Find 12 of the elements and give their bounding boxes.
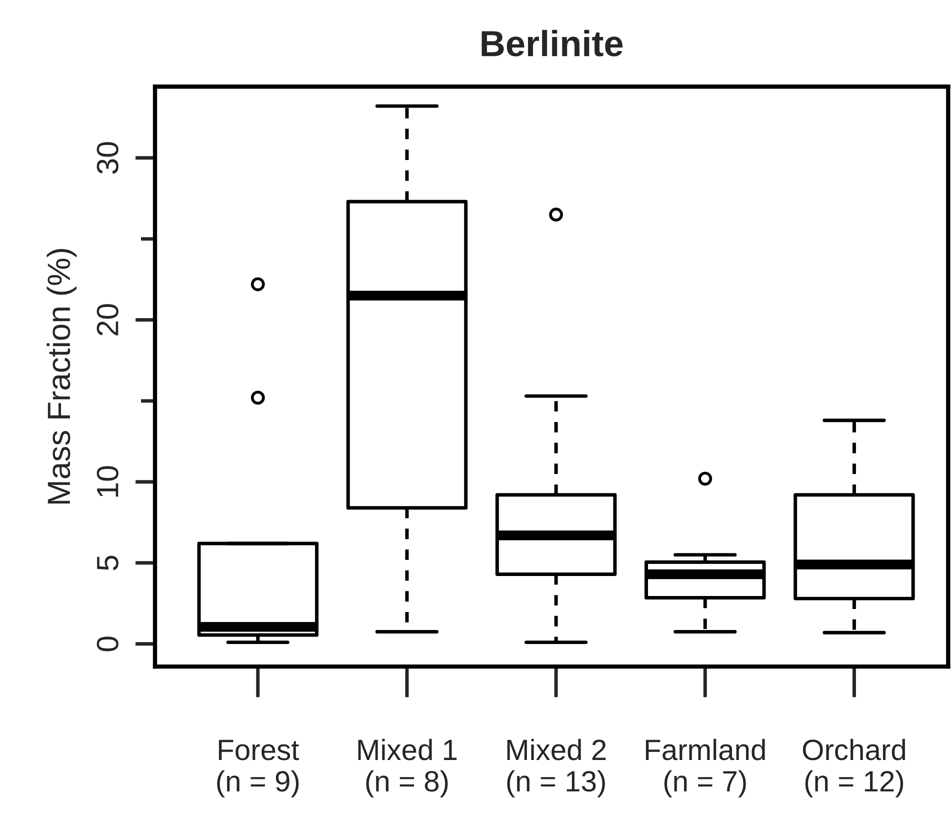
x-tick-label: Mixed 2 (n = 13) (507, 738, 606, 798)
chart-title: Berlinite (482, 30, 623, 56)
x-tick-label: Forest (n = 9) (217, 740, 299, 798)
y-tick-label: 20 (96, 304, 118, 336)
x-tick-label: Orchard (n = 12) (802, 738, 906, 798)
y-tick-label: 5 (97, 556, 118, 570)
y-tick-label: 30 (96, 142, 118, 174)
y-axis-title: Mass Fraction (%) (46, 249, 77, 504)
y-tick-label: 0 (96, 636, 118, 652)
x-tick-label: Mixed 1 (n = 8) (358, 738, 457, 798)
y-tick-label: 10 (96, 466, 118, 497)
x-tick-label: Farmland (n = 7) (646, 738, 765, 798)
